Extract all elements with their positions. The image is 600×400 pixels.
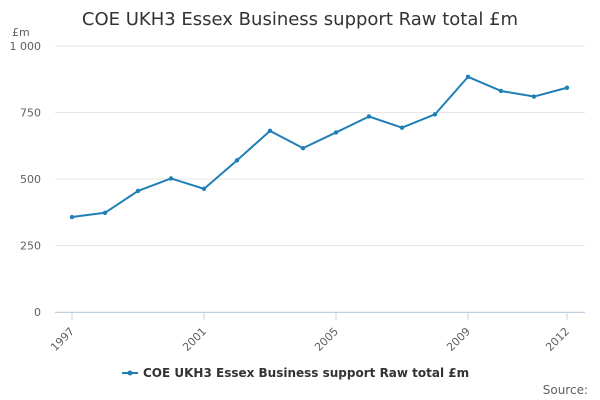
y-axis-ticks: 0 250 500 750 1 000 — [10, 40, 42, 319]
legend[interactable]: COE UKH3 Essex Business support Raw tota… — [122, 366, 469, 380]
series-group — [69, 74, 570, 220]
data-point-2010[interactable] — [498, 88, 504, 94]
data-point-1998[interactable] — [102, 210, 108, 215]
data-point-2001[interactable] — [201, 186, 207, 192]
x-tick-label: 2005 — [312, 325, 341, 354]
y-axis-unit-label: £m — [12, 26, 30, 39]
data-point-2007[interactable] — [399, 125, 405, 130]
data-point-1999[interactable] — [135, 188, 141, 194]
data-point-2008[interactable] — [432, 112, 438, 117]
data-point-2004[interactable] — [300, 145, 306, 151]
series-line — [71, 75, 568, 219]
data-point-2011[interactable] — [531, 94, 537, 99]
y-tick-label: 0 — [34, 306, 41, 319]
y-tick-label: 1 000 — [10, 40, 42, 53]
x-tick-label: 1997 — [48, 325, 77, 354]
data-point-2000[interactable] — [168, 176, 174, 181]
y-tick-label: 500 — [20, 173, 41, 186]
y-tick-label: 750 — [20, 107, 41, 120]
x-tick-label: 2009 — [444, 325, 473, 354]
x-tick-label: 2012 — [543, 325, 572, 354]
legend-marker-symbol — [127, 370, 133, 376]
data-point-2006[interactable] — [366, 114, 372, 119]
data-point-2009[interactable] — [465, 74, 471, 80]
data-point-1997[interactable] — [69, 214, 75, 220]
gridlines — [55, 45, 585, 313]
legend-label[interactable]: COE UKH3 Essex Business support Raw tota… — [143, 366, 469, 380]
chart-title: COE UKH3 Essex Business support Raw tota… — [82, 9, 518, 30]
data-point-2005[interactable] — [333, 130, 339, 135]
x-tick-label: 2001 — [180, 325, 209, 354]
data-point-2012[interactable] — [564, 85, 570, 90]
y-tick-label: 250 — [20, 240, 41, 253]
source-credit: Source: — [543, 383, 588, 397]
data-point-2003[interactable] — [267, 128, 273, 134]
x-axis: 1997 2001 2005 2009 2012 — [48, 312, 585, 354]
data-point-2002[interactable] — [234, 158, 240, 163]
